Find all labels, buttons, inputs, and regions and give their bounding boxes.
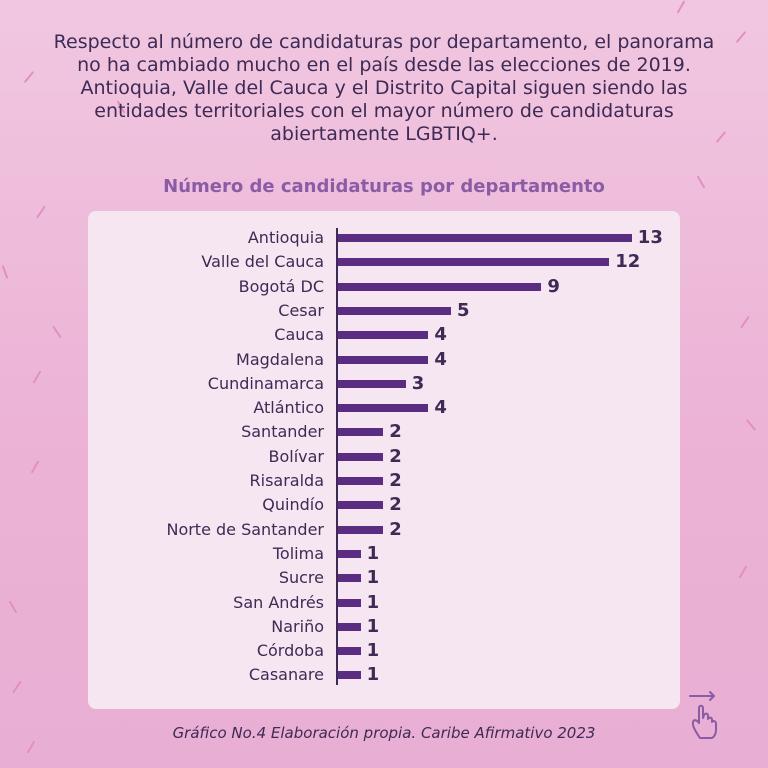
value-label: 2 [389,445,402,467]
bar [338,306,451,315]
value-label: 1 [366,567,380,589]
category-label: Nariño [271,616,324,636]
deco-mark [735,30,747,44]
intro-paragraph: Respecto al número de candidaturas por d… [53,31,715,145]
value-label: 1 [366,640,380,662]
category-label: Cauca [274,325,324,345]
category-label: Cundinamarca [207,373,324,393]
category-label: Norte de Santander [166,519,324,539]
deco-mark [745,418,757,432]
deco-mark [52,325,62,339]
value-label: 1 [366,664,380,686]
value-label: 5 [457,299,470,321]
source-footer: Gráfico No.4 Elaboración propia. Caribe … [172,724,596,742]
bar [338,258,610,267]
value-label: 2 [389,494,402,516]
deco-mark [26,740,36,754]
deco-mark [36,205,46,219]
value-label: 1 [366,615,380,637]
category-label: Tolima [272,543,324,563]
category-label: Sucre [278,568,324,588]
value-label: 4 [434,397,447,419]
bar [338,331,429,340]
bar [338,379,406,388]
deco-mark [8,600,18,614]
value-label: 13 [637,227,663,248]
category-label: Casanare [248,665,324,685]
bar [338,428,384,437]
category-label: Quindío [262,495,324,515]
deco-mark [740,315,750,329]
bar [338,452,384,461]
bar [338,574,361,583]
deco-mark [30,460,40,474]
bar [338,355,429,364]
value-label: 1 [366,591,380,613]
deco-mark [32,370,42,384]
bar [338,549,361,558]
value-label: 12 [615,251,641,273]
category-label: Valle del Cauca [201,252,324,272]
value-label: 2 [389,518,402,540]
category-label: San Andrés [233,592,324,612]
bar [338,234,632,242]
value-label: 9 [547,275,560,297]
value-label: 2 [389,421,402,443]
category-label: Magdalena [236,349,324,369]
value-label: 4 [434,324,447,346]
category-label: Antioquia [247,228,324,247]
value-label: 2 [389,470,402,491]
swipe-hand-icon [689,691,717,739]
axis-line [336,228,338,686]
value-label: 3 [411,372,425,394]
bar [338,501,384,510]
deco-mark [676,0,686,14]
bar [338,647,361,656]
bar [338,598,361,607]
chart-title: Número de candidaturas por departamento [163,176,605,197]
bar [338,671,361,680]
category-label: Risaralda [249,471,325,490]
category-label: Cesar [278,300,324,320]
category-label: Bogotá DC [238,276,324,296]
category-label: Bolívar [268,446,324,466]
deco-mark [738,565,748,579]
bar [338,622,361,631]
category-label: Córdoba [256,641,324,661]
value-label: 1 [366,542,380,564]
category-label: Santander [241,422,324,442]
deco-mark [1,265,9,279]
bar [338,404,429,413]
deco-mark [23,70,35,84]
bar [338,282,542,291]
bar [338,525,384,534]
value-label: 4 [434,348,447,370]
deco-mark [12,680,22,694]
category-label: Atlántico [253,398,324,418]
chart-panel: Antioquia 13 Valle del Cauca 12 Bogotá DC 9 Ce… [88,211,680,709]
bar [338,477,384,485]
